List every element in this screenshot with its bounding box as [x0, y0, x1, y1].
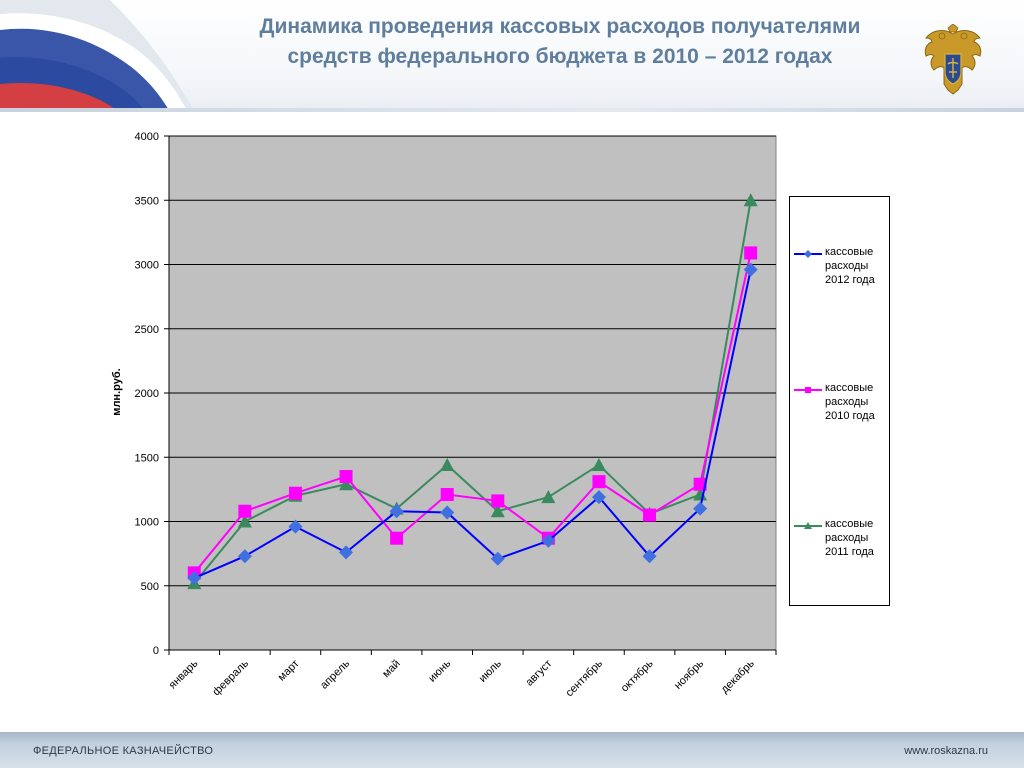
title-line-2: средств федерального бюджета в 2010 – 20…	[287, 45, 833, 68]
data-point	[693, 487, 708, 501]
footer-website-link[interactable]: www.roskazna.ru	[904, 745, 988, 757]
data-point	[187, 571, 202, 586]
y-tick-label: 3000	[135, 260, 159, 272]
data-point	[440, 505, 455, 520]
slide-footer: ФЕДЕРАЛЬНОЕ КАЗНАЧЕЙСТВО www.roskazna.ru	[0, 732, 1024, 768]
header-divider	[0, 108, 1024, 112]
data-point	[237, 514, 252, 528]
legend-square-icon	[794, 387, 822, 393]
data-point	[490, 551, 505, 566]
x-tick-label: декабрь	[719, 657, 757, 695]
data-point	[744, 246, 758, 260]
x-tick-label: октябрь	[619, 657, 656, 694]
x-tick-label: сентябрь	[563, 657, 605, 699]
data-point	[591, 457, 606, 471]
y-tick-label: 1000	[135, 517, 159, 529]
y-tick-label: 2500	[135, 324, 159, 336]
y-tick-label: 0	[153, 645, 159, 657]
data-point	[339, 477, 354, 491]
y-axis-label: млн.руб.	[111, 368, 123, 415]
x-tick-labels: январь февраль март апрель май июнь июль август…	[167, 650, 777, 699]
data-point	[440, 457, 455, 471]
x-tick-label: май	[380, 658, 403, 681]
data-point	[237, 549, 252, 564]
series-square	[187, 246, 758, 580]
series-lines	[187, 193, 758, 590]
data-point	[440, 488, 454, 502]
y-tick-label: 1500	[135, 452, 159, 464]
data-point	[339, 470, 353, 484]
legend-label-2011: кассовые расходы 2011 года	[825, 518, 874, 558]
data-point	[643, 508, 657, 522]
y-tick-label: 500	[141, 581, 159, 593]
data-point	[541, 533, 556, 548]
cash-expenses-line-chart: 0 500 1000 1500 2000 2500 3000 3500 4000 январь ф…	[111, 131, 777, 699]
data-point	[541, 490, 556, 504]
series-line	[193, 252, 752, 574]
data-point	[390, 531, 404, 545]
legend-diamond-icon	[794, 250, 822, 258]
y-tick-label: 4000	[135, 131, 159, 143]
chart-legend: кассовые расходы 2012 года кассовые расх…	[789, 196, 890, 606]
data-point	[591, 490, 606, 505]
legend-label-2012: кассовые расходы 2012 года	[825, 246, 875, 286]
gridlines	[164, 135, 776, 651]
slide-title: Динамика проведения кассовых расходов по…	[200, 12, 920, 72]
data-point	[288, 519, 303, 534]
data-point	[491, 494, 505, 508]
legend-triangle-icon	[794, 522, 822, 529]
data-point	[693, 477, 707, 491]
title-line-1: Динамика проведения кассовых расходов по…	[259, 15, 861, 38]
data-point	[238, 504, 252, 518]
double-headed-eagle-emblem-icon	[924, 24, 982, 95]
data-point	[642, 549, 657, 564]
data-point	[743, 262, 758, 277]
data-point	[339, 545, 354, 560]
x-tick-label: июль	[477, 657, 504, 684]
data-point	[693, 501, 708, 516]
x-tick-label: март	[276, 658, 302, 684]
data-point	[592, 475, 606, 489]
series-diamond	[187, 262, 758, 586]
x-tick-label: ноябрь	[672, 657, 706, 691]
footer-organization: ФЕДЕРАЛЬНОЕ КАЗНАЧЕЙСТВО	[33, 745, 214, 757]
legend-label-2010: кассовые расходы 2010 года	[825, 382, 875, 422]
data-point	[490, 504, 505, 518]
x-tick-label: июнь	[426, 657, 453, 684]
data-point	[389, 504, 404, 519]
series-line	[193, 269, 752, 579]
data-point	[288, 486, 302, 500]
russian-flag-decoration	[0, 0, 195, 112]
y-tick-label: 2000	[135, 388, 159, 400]
slide-header: Динамика проведения кассовых расходов по…	[0, 0, 1024, 112]
x-tick-label: февраль	[210, 657, 251, 698]
x-tick-label: апрель	[318, 657, 352, 691]
x-tick-label: январь	[167, 657, 201, 691]
x-tick-label: август	[523, 658, 554, 689]
y-tick-labels: 0 500 1000 1500 2000 2500 3000 3500 4000	[135, 131, 159, 657]
data-point	[743, 193, 758, 207]
y-tick-label: 3500	[135, 195, 159, 207]
